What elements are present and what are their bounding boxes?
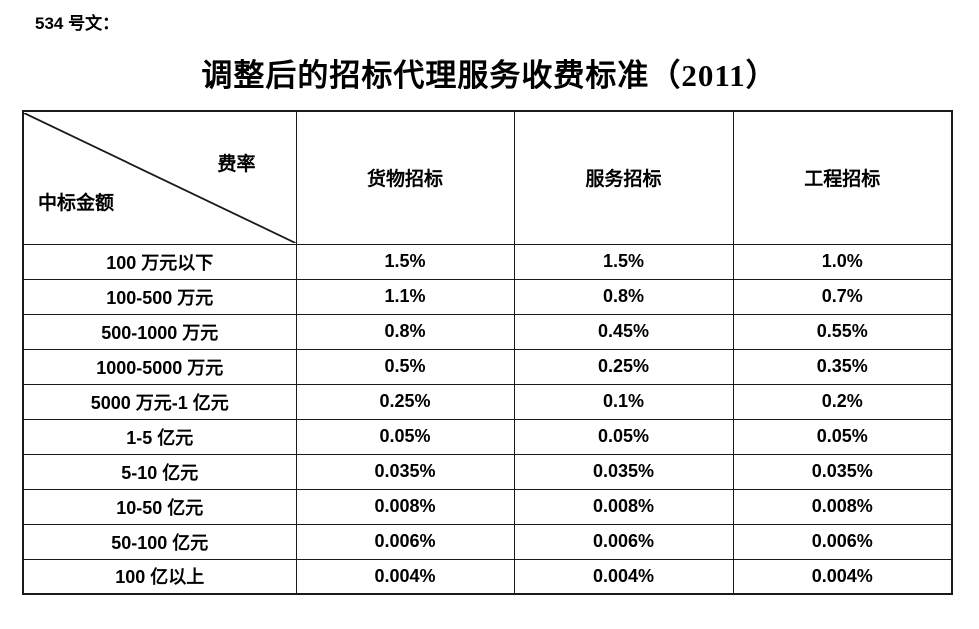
column-header-works: 工程招标 <box>732 110 953 245</box>
rate-cell: 1.5% <box>295 243 515 280</box>
amount-range-cell: 5000 万元-1 亿元 <box>22 383 297 420</box>
rate-cell: 0.004% <box>732 558 953 595</box>
table-row: 500-1000 万元 0.8% 0.45% 0.55% <box>22 313 953 350</box>
corner-label-amount: 中标金额 <box>38 192 115 214</box>
amount-range-cell: 100-500 万元 <box>22 278 297 315</box>
table-row: 100 亿以上 0.004% 0.004% 0.004% <box>22 558 953 595</box>
fee-standard-table: 费率 中标金额 货物招标 服务招标 工程招标 100 万元以下 1.5% 1.5… <box>22 110 953 595</box>
table-row: 50-100 亿元 0.006% 0.006% 0.006% <box>22 523 953 560</box>
table-row: 1000-5000 万元 0.5% 0.25% 0.35% <box>22 348 953 385</box>
amount-range-cell: 50-100 亿元 <box>22 523 297 560</box>
rate-cell: 0.45% <box>513 313 734 350</box>
rate-cell: 0.35% <box>732 348 953 385</box>
rate-cell: 0.25% <box>295 383 515 420</box>
column-header-goods: 货物招标 <box>295 110 515 245</box>
rate-cell: 0.05% <box>513 418 734 455</box>
rate-cell: 0.25% <box>513 348 734 385</box>
rate-cell: 0.035% <box>295 453 515 490</box>
rate-cell: 0.008% <box>513 488 734 525</box>
rate-cell: 0.006% <box>513 523 734 560</box>
rate-cell: 1.1% <box>295 278 515 315</box>
table-row: 5000 万元-1 亿元 0.25% 0.1% 0.2% <box>22 383 953 420</box>
rate-cell: 0.5% <box>295 348 515 385</box>
amount-range-cell: 5-10 亿元 <box>22 453 297 490</box>
doc-number-label: 534 号文： <box>35 14 120 33</box>
amount-range-cell: 1-5 亿元 <box>22 418 297 455</box>
document-title: 调整后的招标代理服务收费标准（2011） <box>201 58 778 93</box>
amount-range-cell: 1000-5000 万元 <box>22 348 297 385</box>
table-row: 1-5 亿元 0.05% 0.05% 0.05% <box>22 418 953 455</box>
rate-cell: 0.8% <box>295 313 515 350</box>
rate-cell: 1.5% <box>513 243 734 280</box>
rate-cell: 0.004% <box>295 558 515 595</box>
amount-range-cell: 100 亿以上 <box>22 558 297 595</box>
table-row: 10-50 亿元 0.008% 0.008% 0.008% <box>22 488 953 525</box>
rate-cell: 0.008% <box>732 488 953 525</box>
rate-cell: 0.8% <box>513 278 734 315</box>
table-row: 5-10 亿元 0.035% 0.035% 0.035% <box>22 453 953 490</box>
rate-cell: 0.035% <box>513 453 734 490</box>
table-row: 100-500 万元 1.1% 0.8% 0.7% <box>22 278 953 315</box>
corner-cell-inner: 费率 中标金额 <box>24 113 296 243</box>
rate-cell: 0.006% <box>295 523 515 560</box>
table-header-row: 费率 中标金额 货物招标 服务招标 工程招标 <box>22 110 953 245</box>
rate-cell: 0.7% <box>732 278 953 315</box>
rate-cell: 0.004% <box>513 558 734 595</box>
amount-range-cell: 10-50 亿元 <box>22 488 297 525</box>
diagonal-divider-line <box>24 113 296 243</box>
table-row: 100 万元以下 1.5% 1.5% 1.0% <box>22 243 953 280</box>
rate-cell: 0.1% <box>513 383 734 420</box>
rate-cell: 1.0% <box>732 243 953 280</box>
rate-cell: 0.008% <box>295 488 515 525</box>
rate-cell: 0.006% <box>732 523 953 560</box>
corner-label-rate: 费率 <box>217 153 256 175</box>
rate-cell: 0.035% <box>732 453 953 490</box>
rate-cell: 0.05% <box>295 418 515 455</box>
table-corner-cell: 费率 中标金额 <box>22 110 297 245</box>
column-header-service: 服务招标 <box>513 110 734 245</box>
rate-cell: 0.05% <box>732 418 953 455</box>
amount-range-cell: 500-1000 万元 <box>22 313 297 350</box>
amount-range-cell: 100 万元以下 <box>22 243 297 280</box>
rate-cell: 0.55% <box>732 313 953 350</box>
rate-cell: 0.2% <box>732 383 953 420</box>
